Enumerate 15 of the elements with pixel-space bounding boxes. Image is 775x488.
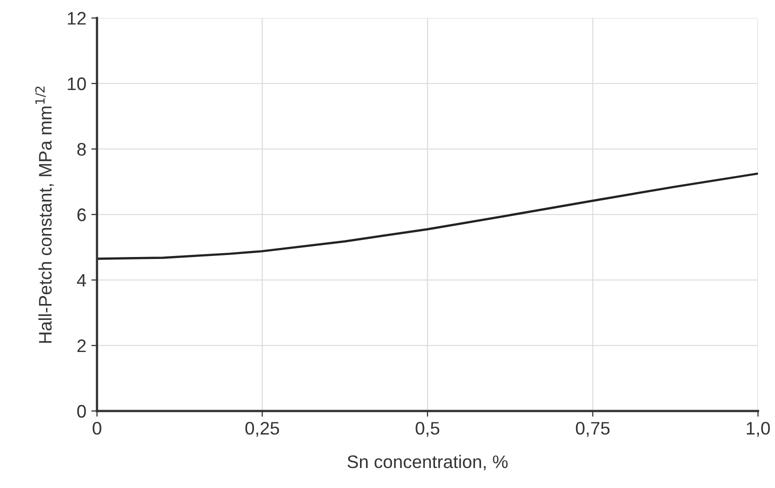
y-tick-label: 10 xyxy=(68,77,86,90)
x-tick-label: 0,5 xyxy=(416,422,440,437)
line-series xyxy=(97,172,758,260)
x-tick-label: 1,0 xyxy=(746,422,770,437)
y-tick-label: 6 xyxy=(77,208,86,222)
x-axis-title: Sn concentration, % xyxy=(348,454,508,470)
y-tick-label: 8 xyxy=(77,142,86,156)
x-tick-label: 0,25 xyxy=(245,422,280,437)
y-axis-title: Hall-Petch constant, MPa mm$^{1/2}$ xyxy=(35,86,54,343)
y-tick-label: 0 xyxy=(77,404,86,418)
x-tick-label: 0 xyxy=(92,422,102,435)
y-tick-label: 2 xyxy=(77,339,86,352)
y-tick-label: 12 xyxy=(68,12,86,25)
x-tick-label: 0,75 xyxy=(576,422,610,437)
y-tick-label: 4 xyxy=(76,274,86,287)
